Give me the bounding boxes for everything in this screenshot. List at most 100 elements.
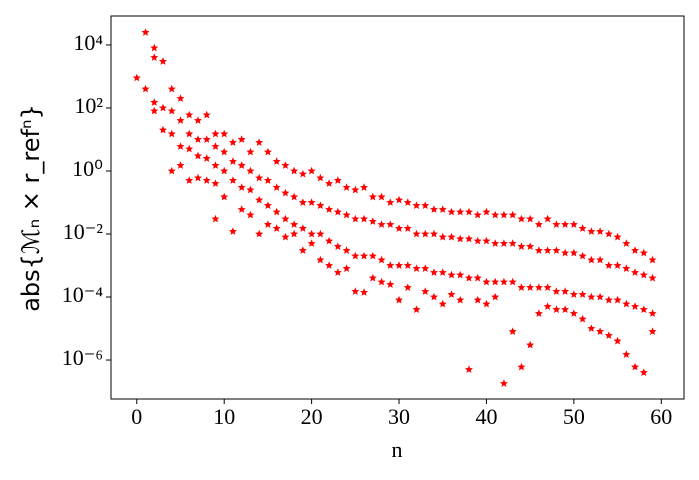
point bbox=[596, 255, 605, 264]
point bbox=[342, 183, 351, 191]
y-axis-label: abs{ℳₙ × r_refⁿ} bbox=[17, 104, 45, 312]
point bbox=[281, 214, 290, 223]
point bbox=[543, 214, 552, 223]
point bbox=[639, 248, 648, 257]
point bbox=[255, 195, 264, 204]
point bbox=[325, 205, 334, 213]
point bbox=[613, 336, 622, 345]
point bbox=[220, 129, 229, 138]
point bbox=[604, 229, 613, 238]
point bbox=[395, 295, 404, 304]
point bbox=[526, 242, 535, 250]
point bbox=[499, 379, 508, 387]
point bbox=[508, 210, 517, 219]
point bbox=[368, 217, 377, 225]
point bbox=[185, 144, 194, 153]
x-tick-label: 50 bbox=[563, 404, 585, 429]
x-tick-label: 0 bbox=[131, 404, 142, 429]
point bbox=[185, 176, 194, 184]
point bbox=[421, 264, 430, 272]
point bbox=[202, 154, 211, 162]
point bbox=[631, 302, 640, 310]
point bbox=[482, 207, 491, 216]
point bbox=[517, 242, 526, 250]
point bbox=[578, 224, 587, 232]
point bbox=[561, 305, 570, 313]
point bbox=[464, 273, 473, 282]
x-tick-label: 20 bbox=[301, 404, 323, 429]
point bbox=[534, 220, 543, 228]
point bbox=[456, 234, 465, 243]
point bbox=[561, 287, 570, 295]
point bbox=[526, 283, 535, 291]
point bbox=[333, 176, 342, 184]
point bbox=[193, 151, 202, 160]
point bbox=[438, 299, 447, 308]
point bbox=[150, 53, 159, 61]
y-tick-label: 10⁻² bbox=[63, 219, 104, 244]
point bbox=[386, 220, 395, 228]
point bbox=[211, 129, 220, 138]
point bbox=[631, 246, 640, 254]
point bbox=[648, 327, 657, 335]
point bbox=[360, 288, 369, 296]
point bbox=[377, 220, 386, 228]
point bbox=[220, 147, 229, 156]
point bbox=[648, 309, 657, 317]
point bbox=[307, 229, 316, 238]
point bbox=[342, 210, 351, 219]
point bbox=[351, 287, 360, 295]
point bbox=[342, 264, 351, 272]
point bbox=[447, 270, 456, 279]
point bbox=[333, 242, 342, 250]
y-tick-label: 10⁻⁴ bbox=[62, 282, 104, 307]
point bbox=[499, 210, 508, 219]
point bbox=[631, 268, 640, 276]
point bbox=[333, 207, 342, 216]
point bbox=[552, 220, 561, 228]
point bbox=[430, 292, 438, 301]
x-tick-label: 30 bbox=[388, 404, 410, 429]
point bbox=[430, 205, 438, 213]
point bbox=[386, 280, 395, 288]
point bbox=[316, 173, 325, 182]
point bbox=[543, 283, 552, 291]
point bbox=[648, 273, 657, 282]
point bbox=[351, 251, 360, 260]
point bbox=[228, 138, 237, 146]
point bbox=[534, 246, 543, 254]
point bbox=[150, 98, 159, 106]
point bbox=[499, 277, 508, 286]
point bbox=[255, 173, 264, 182]
point bbox=[298, 246, 307, 254]
point bbox=[447, 207, 456, 216]
point bbox=[386, 261, 395, 269]
point bbox=[412, 264, 421, 272]
y-tick-label: 10⁴ bbox=[73, 30, 103, 55]
point bbox=[421, 229, 430, 238]
point bbox=[587, 292, 596, 301]
point bbox=[246, 210, 255, 219]
point bbox=[237, 161, 246, 169]
point bbox=[325, 236, 334, 245]
point bbox=[473, 295, 482, 304]
x-tick-label: 40 bbox=[475, 404, 497, 429]
point bbox=[543, 302, 552, 310]
point bbox=[167, 84, 176, 93]
point bbox=[552, 246, 561, 254]
point bbox=[578, 251, 587, 260]
point bbox=[613, 232, 622, 241]
point bbox=[639, 368, 648, 376]
point bbox=[150, 106, 159, 115]
point bbox=[228, 157, 237, 165]
point bbox=[534, 283, 543, 291]
point bbox=[307, 198, 316, 206]
point bbox=[543, 246, 552, 254]
point bbox=[211, 214, 220, 223]
point bbox=[456, 270, 465, 279]
point bbox=[508, 327, 517, 335]
point bbox=[246, 166, 255, 175]
point bbox=[272, 157, 281, 165]
point bbox=[569, 220, 578, 228]
point bbox=[316, 229, 325, 238]
